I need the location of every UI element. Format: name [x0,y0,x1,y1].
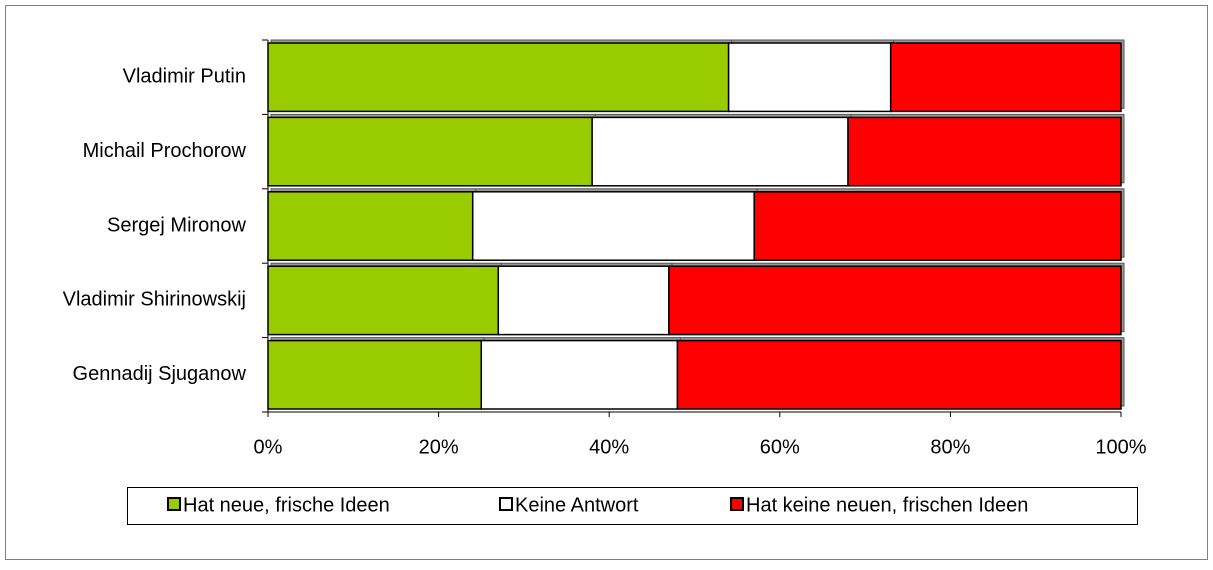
bar-segment [727,42,892,113]
x-tick-label: 40% [589,436,629,458]
legend-swatch [730,497,744,511]
bar-segment [471,191,755,261]
x-tick-label: 20% [419,436,459,458]
bar-segment [889,42,1122,113]
bar-segment [267,339,482,410]
x-tick-label: 80% [930,436,970,458]
bar-segment [847,116,1122,187]
x-tick-label: 100% [1095,436,1146,458]
legend-swatch [499,497,513,511]
bar-segment [267,42,730,113]
y-tick-label: Gennadij Sjuganow [73,363,247,385]
x-tick-label: 0% [254,436,283,458]
x-tick-label: 60% [760,436,800,458]
y-tick-label: Sergej Mironow [107,214,247,236]
legend-label: Keine Antwort [515,494,639,516]
legend-box [127,487,1138,525]
bar-segment [480,339,679,410]
bar-segment [668,265,1122,336]
legend-label: Hat keine neuen, frischen Ideen [746,494,1028,516]
bar-segment [497,265,670,336]
bar-segment [591,116,849,187]
bar-segment [267,265,500,336]
bar-segment [267,116,593,187]
bar-segment [676,339,1122,410]
bar-segment [267,191,474,261]
legend-swatch [167,497,181,511]
y-tick-label: Vladimir Shirinowskij [63,289,246,311]
y-tick-label: Michail Prochorow [83,140,247,162]
bar-segment [753,191,1122,261]
legend-label: Hat neue, frische Ideen [183,494,390,516]
y-tick-label: Vladimir Putin [123,65,246,87]
